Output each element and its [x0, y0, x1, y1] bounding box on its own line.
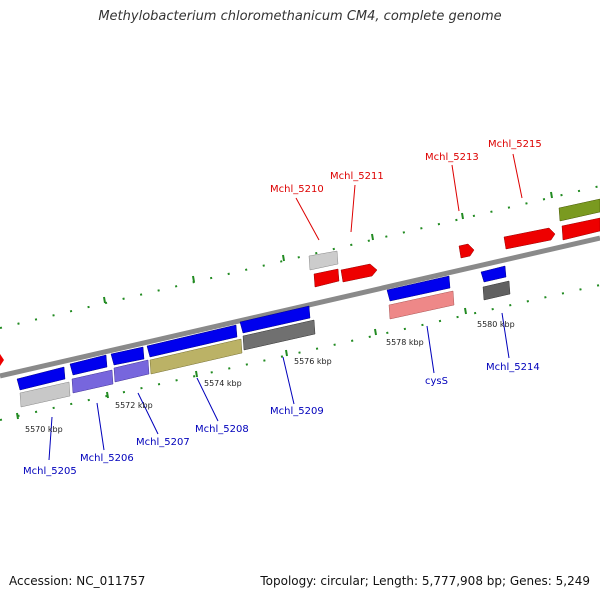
gene-mchl-5214-feature[interactable]: [482, 280, 511, 301]
gene-mchl-5209[interactable]: [239, 305, 311, 334]
kbp-label: 5570 kbp: [25, 425, 63, 434]
gene-label-cyss[interactable]: cysS: [425, 376, 448, 387]
gene-mchl-5214[interactable]: [480, 265, 507, 283]
kbp-label: 5572 kbp: [115, 401, 153, 410]
forward-label-connectors: [295, 153, 523, 241]
gene-mchl-5211[interactable]: [340, 263, 378, 283]
kbp-label: 5574 kbp: [204, 379, 242, 388]
kbp-label: 5576 kbp: [294, 357, 332, 366]
gene-label-mchl-5208[interactable]: Mchl_5208: [195, 424, 249, 435]
gene-mchl-5215[interactable]: [503, 227, 556, 250]
kbp-label: 5580 kbp: [477, 320, 515, 329]
gene-mchl-5205-feature[interactable]: [19, 381, 71, 408]
gene-label-mchl-5206[interactable]: Mchl_5206: [80, 453, 134, 464]
gene-mchl-5210-feature[interactable]: [308, 250, 339, 271]
gene-label-mchl-5209[interactable]: Mchl_5209: [270, 406, 324, 417]
gene-left-edge-red[interactable]: [0, 354, 4, 366]
gene-mchl-5209-feature[interactable]: [242, 319, 316, 351]
genome-backbone: [0, 235, 600, 379]
gene-mchl-5206[interactable]: [69, 354, 108, 376]
gene-label-mchl-5215[interactable]: Mchl_5215: [488, 139, 542, 150]
gene-mchl-5210[interactable]: [313, 268, 340, 288]
gene-cyss[interactable]: [386, 275, 451, 302]
gene-cyss-feature[interactable]: [388, 290, 455, 320]
accession-text: Accession: NC_011757: [9, 574, 146, 588]
gene-label-mchl-5205[interactable]: Mchl_5205: [23, 466, 77, 477]
gene-label-mchl-5214[interactable]: Mchl_5214: [486, 362, 540, 373]
gene-mchl-5207-feature[interactable]: [113, 359, 150, 383]
gene-mchl-5213[interactable]: [458, 243, 475, 259]
gene-label-mchl-5210[interactable]: Mchl_5210: [270, 184, 324, 195]
kbp-label: 5578 kbp: [386, 338, 424, 347]
lower-tick-track: [0, 284, 600, 421]
gene-label-mchl-5213[interactable]: Mchl_5213: [425, 152, 479, 163]
gene-mchl-5207[interactable]: [110, 346, 145, 366]
major-ticks: [16, 191, 553, 420]
gene-right-edge-red[interactable]: [561, 217, 600, 241]
reverse-label-connectors: [48, 312, 510, 461]
map-title: Methylobacterium chloromethanicum CM4, c…: [98, 9, 502, 24]
gene-mchl-5208-feature[interactable]: [149, 338, 243, 375]
gene-mchl-5205[interactable]: [16, 366, 66, 391]
gene-label-mchl-5211[interactable]: Mchl_5211: [330, 171, 384, 182]
gene-mchl-5206-feature[interactable]: [71, 369, 114, 394]
gene-right-edge-olive[interactable]: [558, 198, 600, 222]
gene-mchl-5208[interactable]: [146, 324, 238, 358]
gene-label-mchl-5207[interactable]: Mchl_5207: [136, 437, 190, 448]
genome-summary-text: Topology: circular; Length: 5,777,908 bp…: [260, 574, 590, 588]
